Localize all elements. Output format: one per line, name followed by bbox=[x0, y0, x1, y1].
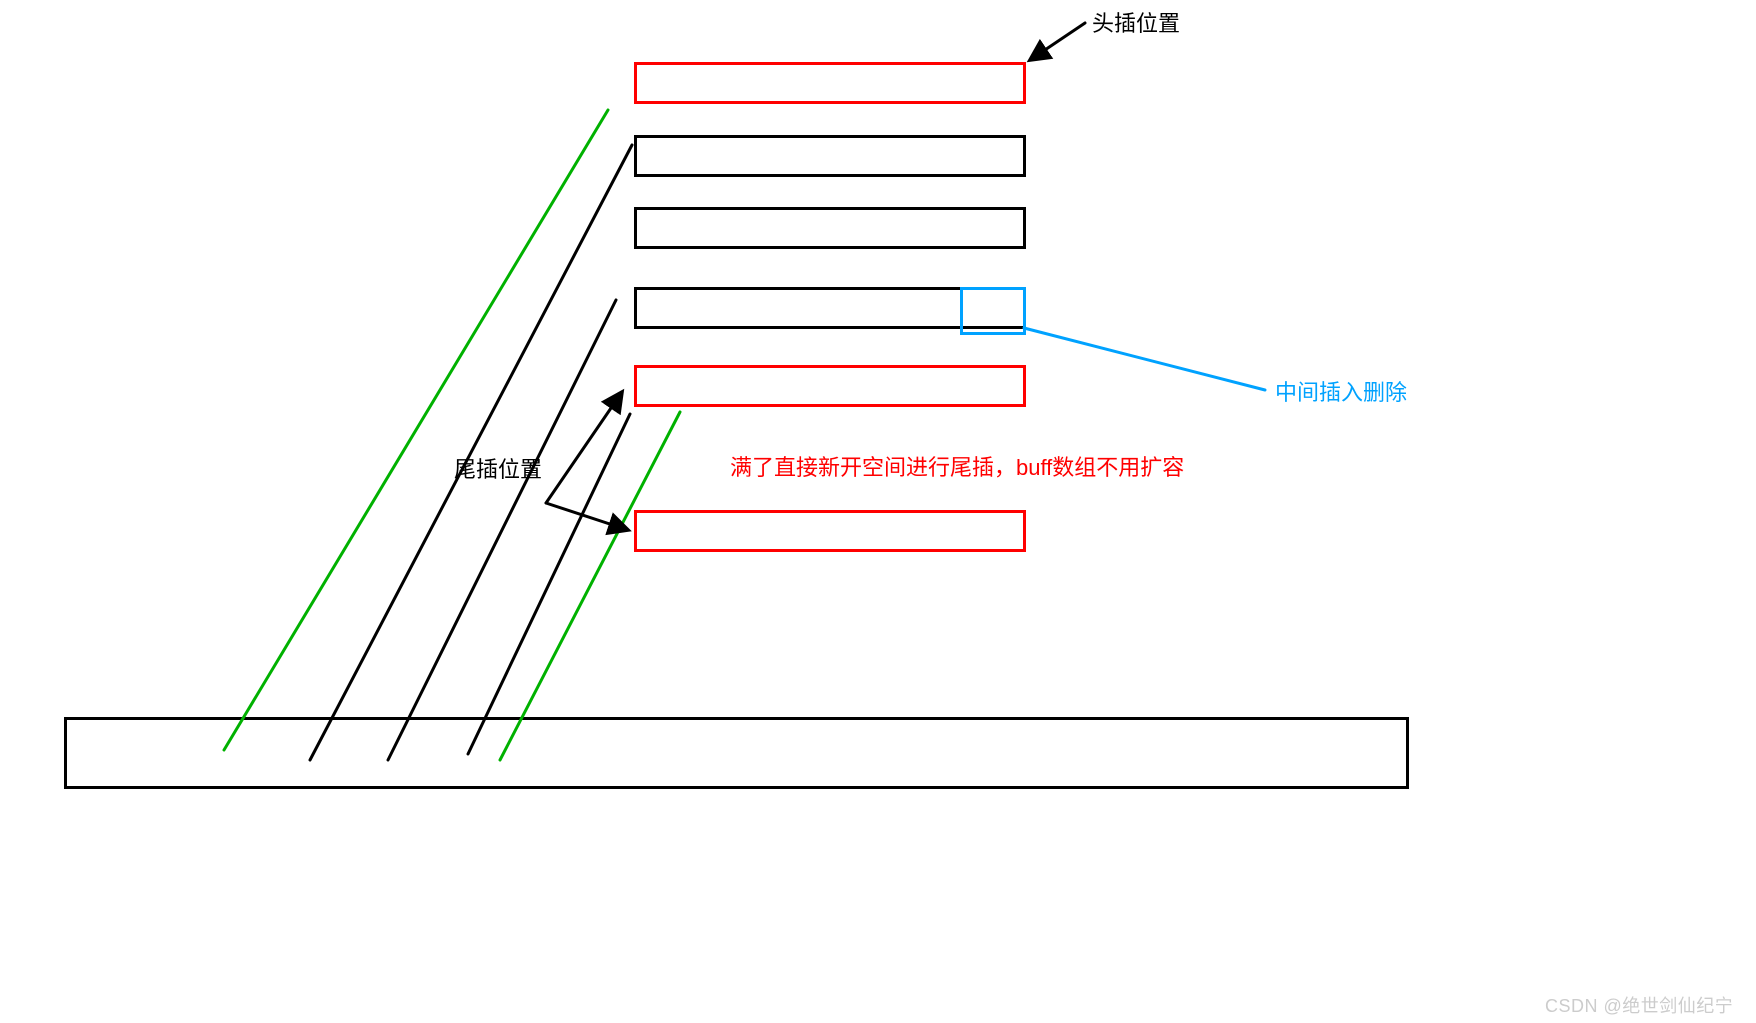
row-1-box bbox=[634, 135, 1026, 177]
connector-black-2 bbox=[388, 300, 616, 760]
full-note-label: 满了直接新开空间进行尾插，buff数组不用扩容 bbox=[730, 450, 1184, 482]
connector-green-1 bbox=[224, 110, 608, 750]
row-2-box bbox=[634, 207, 1026, 249]
watermark-text: CSDN @绝世剑仙纪宁 bbox=[1545, 992, 1733, 1018]
head-row-box bbox=[634, 62, 1026, 104]
tail-insert-label: 尾插位置 bbox=[454, 452, 542, 484]
arrow-head-arrow bbox=[1030, 23, 1085, 60]
middle-insert-label: 中间插入删除 bbox=[1275, 375, 1407, 407]
head-insert-label: 头插位置 bbox=[1092, 6, 1180, 38]
connector-blue-lead bbox=[1024, 328, 1265, 390]
arrow-tail-arrow-1 bbox=[546, 392, 622, 503]
buffer-big-box bbox=[64, 717, 1409, 789]
row-cell-box bbox=[960, 287, 1026, 335]
tail-red-box bbox=[634, 510, 1026, 552]
arrow-tail-arrow-2 bbox=[546, 503, 628, 530]
mid-red-box bbox=[634, 365, 1026, 407]
